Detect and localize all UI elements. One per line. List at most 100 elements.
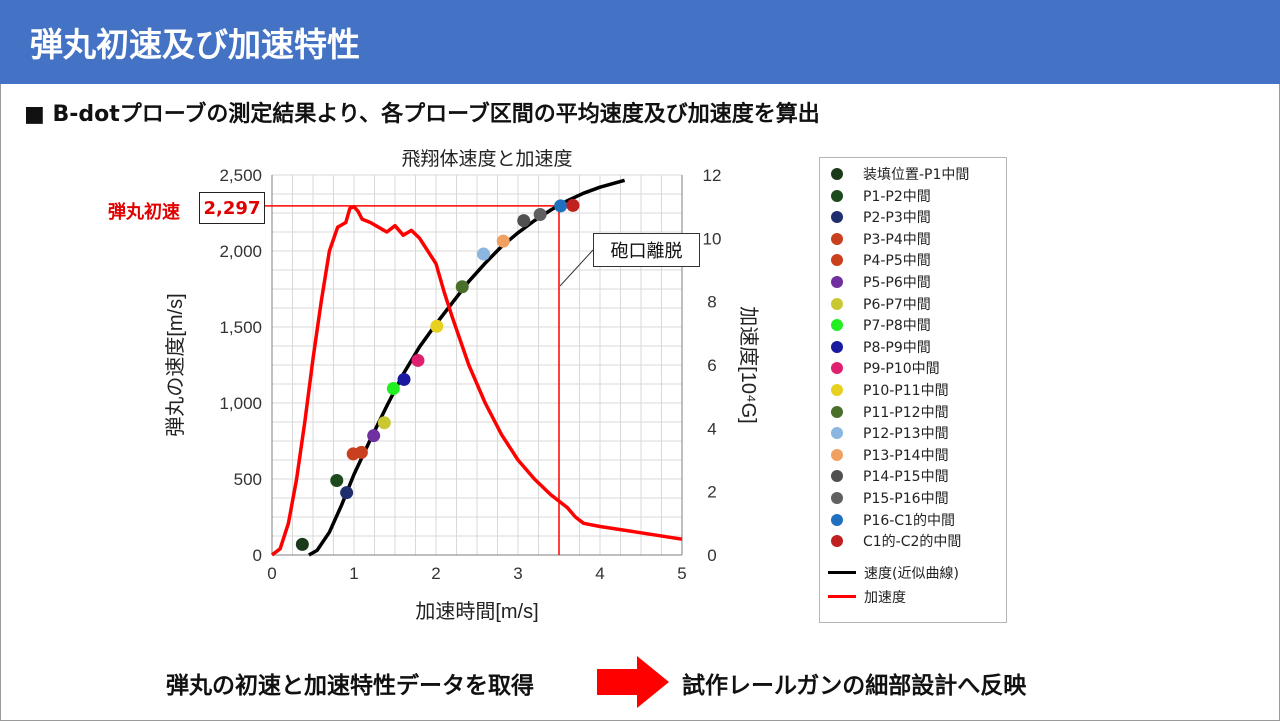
legend-item: P12-P13中間	[820, 423, 949, 443]
legend-dot-swatch	[831, 362, 843, 375]
y2-axis-label: 加速度[10⁴G]	[737, 306, 760, 424]
data-point	[533, 208, 547, 222]
data-point	[477, 247, 491, 261]
legend-label: P1-P2中間	[863, 188, 931, 205]
legend-item: P3-P4中間	[820, 229, 931, 249]
chart-legend: 装填位置-P1中間 P1-P2中間 P2-P3中間 P3-P4中間 P4-P5中間 P5-…	[819, 157, 1007, 623]
muzzle-exit-leader-line	[559, 249, 594, 287]
y-tick-label: 2,500	[219, 166, 262, 185]
y2-tick-label: 8	[707, 293, 716, 312]
legend-label: P5-P6中間	[863, 275, 931, 291]
legend-label: P8-P9中間	[863, 339, 931, 356]
footer-right-text: 試作レールガンの細部設計へ反映	[682, 673, 1027, 699]
legend-dot-swatch	[831, 319, 843, 332]
y2-tick-label: 2	[707, 483, 716, 502]
legend-label: P3-P4中間	[863, 231, 931, 248]
legend-label: P7-P8中間	[863, 318, 931, 335]
legend-line-swatch	[828, 571, 856, 575]
data-point	[566, 198, 580, 212]
legend-label: P10-P11中間	[863, 383, 949, 399]
legend-dot-swatch	[831, 276, 843, 288]
legend-item: P8-P9中間	[820, 337, 931, 357]
legend-item: P15-P16中間	[820, 488, 949, 508]
data-point	[367, 429, 381, 443]
legend-dot-swatch	[831, 513, 843, 526]
x-tick-label: 5	[677, 564, 686, 583]
legend-item: P4-P5中間	[820, 250, 931, 270]
data-point	[455, 280, 469, 294]
legend-item: P6-P7中間	[820, 294, 931, 314]
legend-item: P7-P8中間	[820, 315, 931, 335]
legend-label: P15-P16中間	[863, 491, 949, 507]
legend-item: P13-P14中間	[820, 445, 949, 465]
legend-item: P9-P10中間	[820, 358, 940, 378]
legend-item: C1的-C2的中間	[820, 531, 961, 551]
page-title: 弾丸初速及び加速特性	[30, 25, 360, 64]
legend-dot-swatch	[831, 405, 843, 418]
legend-label: P12-P13中間	[863, 426, 949, 443]
muzzle-exit-callout: 砲口離脱	[593, 233, 700, 267]
legend-dot-swatch	[831, 232, 843, 245]
legend-dot-swatch	[831, 340, 843, 353]
x-tick-label: 3	[513, 564, 522, 583]
data-point	[496, 234, 510, 248]
footer-left-text: 弾丸の初速と加速特性データを取得	[166, 673, 534, 699]
legend-dot-swatch	[831, 427, 843, 440]
data-point	[411, 353, 425, 367]
legend-label: 装填位置-P1中間	[863, 167, 970, 183]
initial-velocity-label: 弾丸初速	[108, 202, 180, 223]
data-point	[377, 416, 391, 430]
data-point	[295, 537, 309, 551]
legend-item: P11-P12中間	[820, 402, 949, 422]
legend-label: P6-P7中間	[863, 296, 931, 313]
initial-velocity-value: 2,297	[203, 197, 261, 219]
data-point	[330, 474, 344, 488]
legend-label: P4-P5中間	[863, 253, 931, 270]
y-axis-label: 弾丸の速度[m/s]	[164, 293, 187, 436]
legend-item: P10-P11中間	[820, 380, 949, 400]
legend-label: 速度(近似曲線)	[864, 565, 959, 582]
legend-item: P2-P3中間	[820, 207, 931, 227]
legend-series-item: 加速度	[820, 587, 906, 607]
x-tick-label: 1	[349, 564, 358, 583]
y2-tick-label: 10	[703, 229, 722, 248]
legend-dot-swatch	[831, 470, 843, 483]
title-bar: 弾丸初速及び加速特性	[0, 0, 1280, 84]
data-point	[397, 372, 411, 386]
legend-dot-swatch	[831, 189, 843, 202]
x-tick-label: 2	[431, 564, 440, 583]
acceleration-line	[270, 204, 683, 557]
grid	[271, 174, 683, 556]
legend-label: P13-P14中間	[863, 447, 949, 464]
legend-label: 加速度	[864, 589, 906, 606]
legend-item: 装填位置-P1中間	[820, 164, 969, 184]
legend-line-swatch	[828, 595, 856, 599]
legend-dot-swatch	[831, 211, 843, 224]
data-point	[554, 199, 568, 213]
legend-item: P14-P15中間	[820, 466, 949, 486]
y-tick-label: 500	[234, 470, 262, 489]
legend-label: P14-P15中間	[863, 469, 949, 486]
legend-label: P9-P10中間	[863, 361, 940, 378]
y2-tick-label: 4	[707, 419, 716, 438]
chart-title: 飛翔体速度と加速度	[401, 148, 572, 170]
legend-label: P2-P3中間	[863, 210, 931, 227]
legend-dot-swatch	[831, 297, 843, 310]
subtitle: ■ B-dotプローブの測定結果より、各プローブ区間の平均速度及び加速度を算出	[24, 102, 820, 127]
legend-dot-swatch	[831, 492, 843, 504]
legend-item: P1-P2中間	[820, 186, 931, 206]
data-point	[354, 445, 368, 459]
muzzle-exit-label: 砲口離脱	[610, 241, 683, 262]
y-tick-label: 1,000	[219, 394, 262, 413]
legend-series-item: 速度(近似曲線)	[820, 563, 959, 583]
legend-label: P11-P12中間	[863, 404, 949, 421]
data-point	[430, 319, 444, 333]
initial-velocity-callout: 2,297	[199, 192, 265, 224]
legend-dot-swatch	[831, 168, 843, 180]
x-axis-label: 加速時間[m/s]	[415, 600, 538, 623]
y-tick-label: 1,500	[219, 318, 262, 337]
y2-tick-label: 12	[703, 166, 722, 185]
x-tick-label: 0	[267, 564, 276, 583]
y-tick-label: 0	[253, 546, 262, 565]
